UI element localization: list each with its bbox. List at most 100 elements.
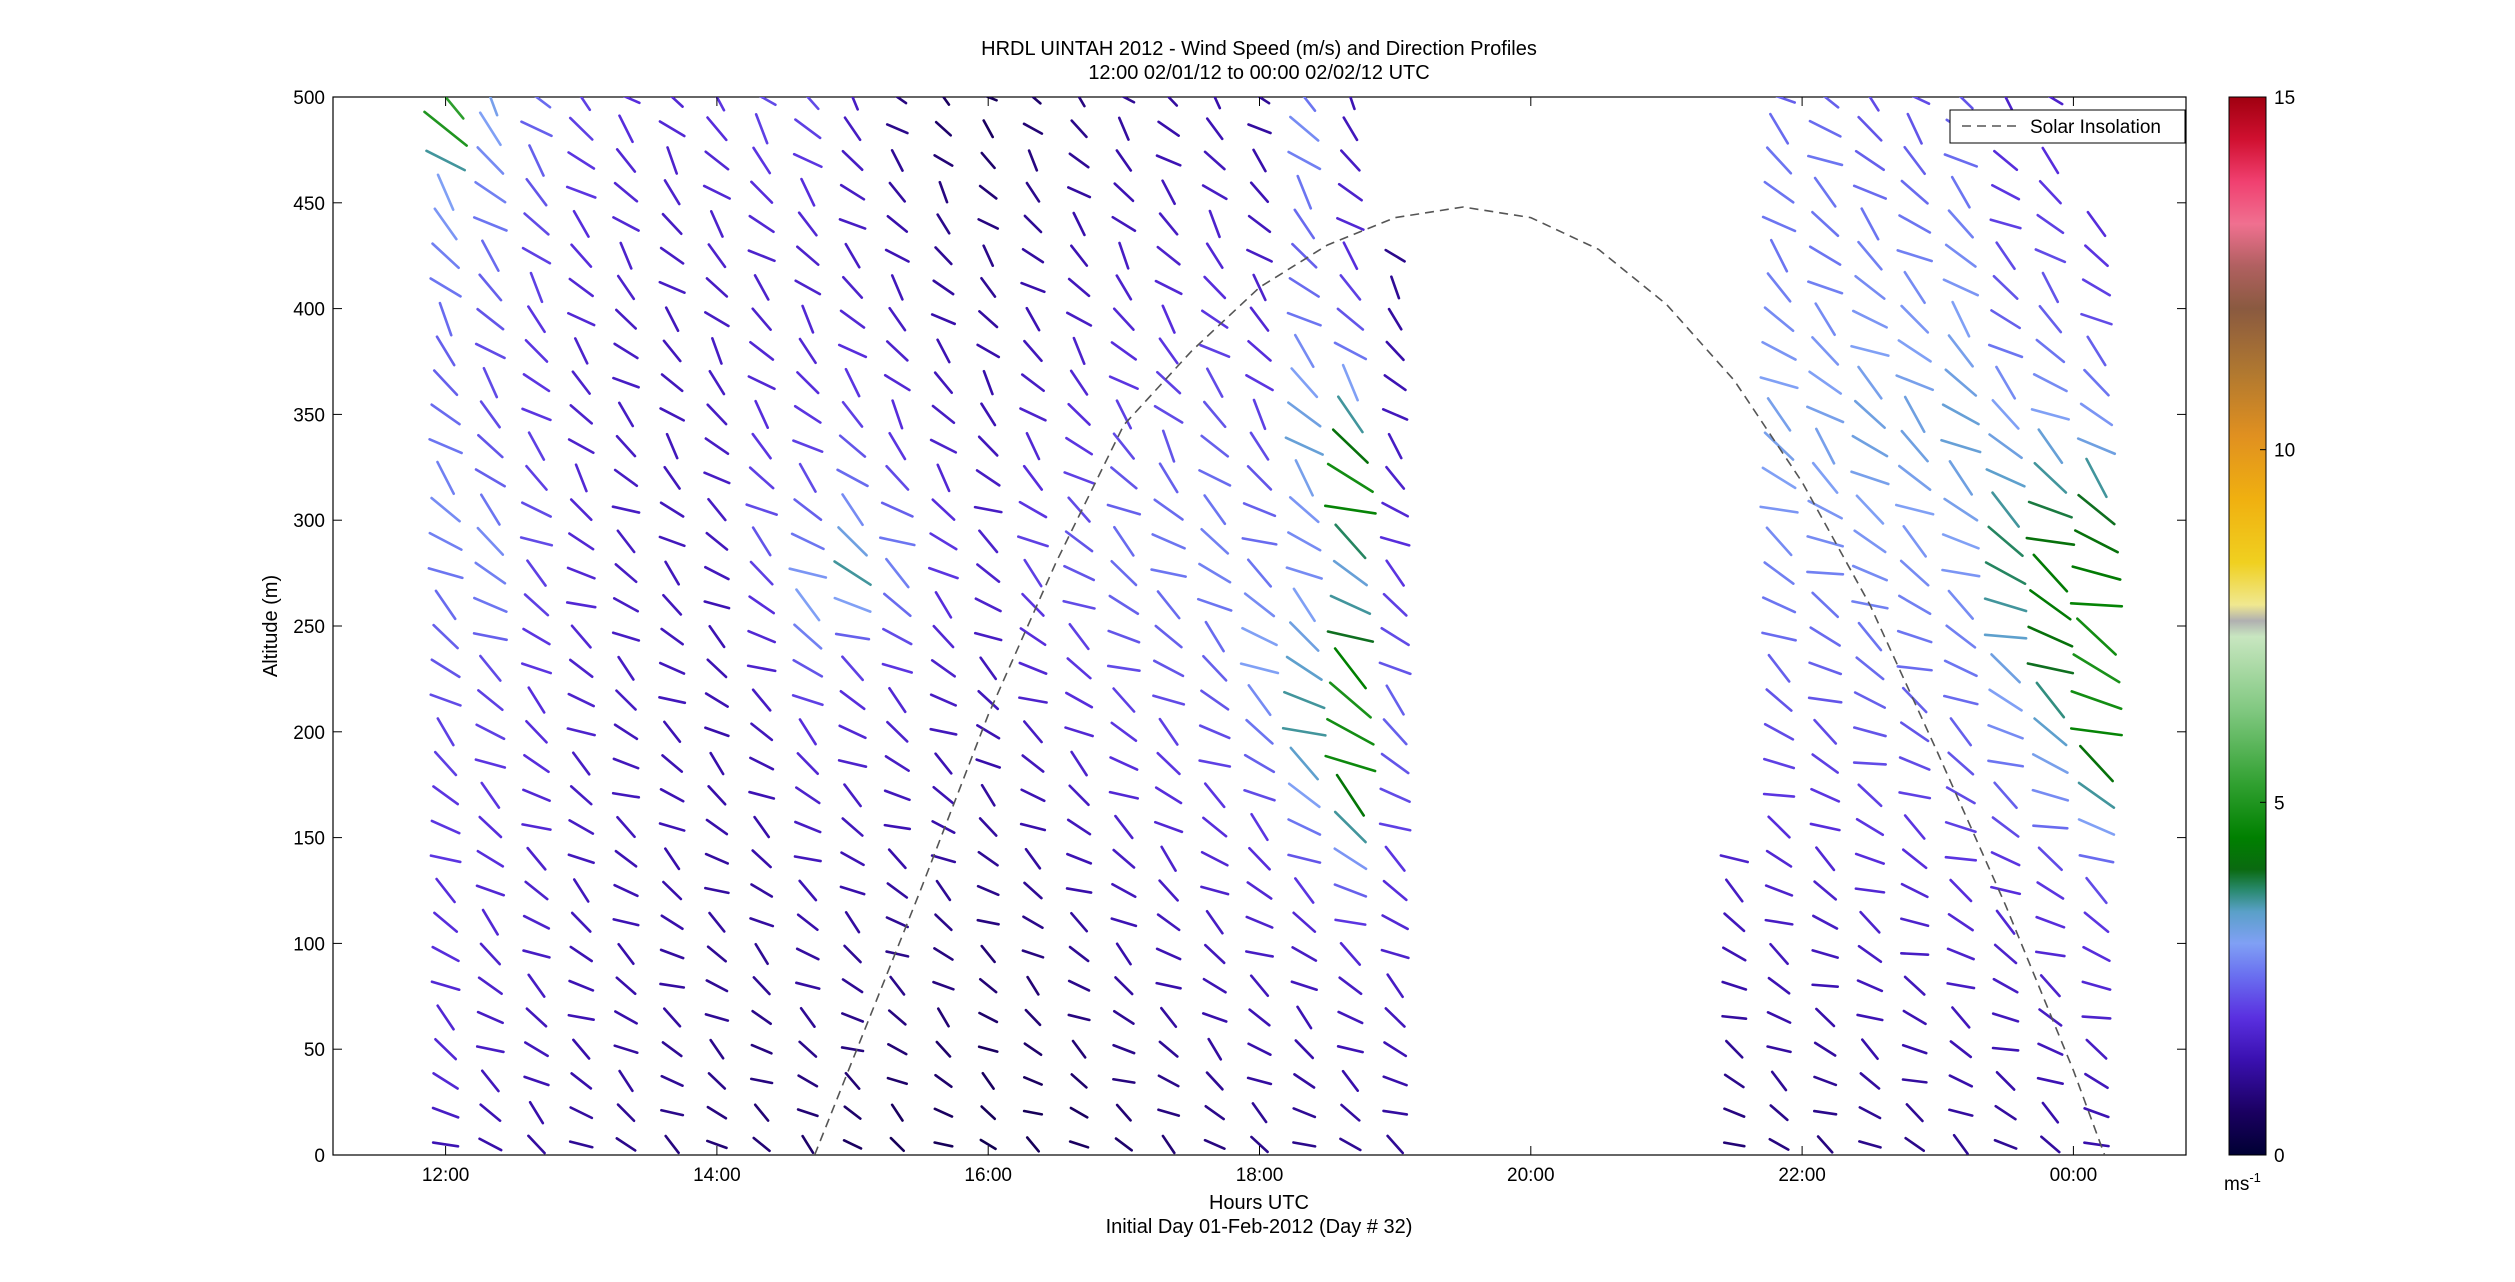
wind-vector: [663, 465, 681, 490]
wind-vector: [1247, 214, 1272, 234]
wind-vector: [479, 400, 501, 429]
wind-vector: [800, 177, 816, 207]
wind-vector: [570, 911, 592, 933]
wind-vector: [1112, 432, 1135, 460]
wind-vector: [573, 337, 589, 365]
wind-vector: [976, 563, 1001, 583]
wind-vector: [1213, 97, 1222, 110]
wind-vector: [1241, 626, 1278, 647]
wind-vector: [1719, 854, 1749, 864]
wind-vector: [1722, 1141, 1746, 1148]
wind-vector: [1856, 979, 1884, 993]
wind-vector: [1281, 726, 1327, 737]
wind-vector: [1952, 1133, 1969, 1155]
wind-vector: [2086, 210, 2107, 238]
wind-vector: [1070, 911, 1089, 933]
wind-vector: [751, 307, 772, 331]
wind-vector: [1341, 1069, 1360, 1092]
wind-vector: [1902, 525, 1927, 558]
wind-vector: [1906, 112, 1923, 145]
wind-vector: [706, 1139, 728, 1150]
wind-vector: [1993, 943, 2018, 965]
wind-vector: [976, 884, 1000, 897]
wind-vector: [1108, 790, 1139, 800]
wind-vector: [572, 1038, 591, 1060]
wind-vector: [2041, 146, 2060, 175]
x-axis-sublabel: Initial Day 01-Feb-2012 (Day # 32): [1106, 1216, 1413, 1238]
wind-vector: [747, 375, 776, 391]
wind-vector: [660, 914, 684, 931]
wind-vector: [1062, 599, 1096, 610]
wind-vector: [977, 218, 1000, 230]
wind-vector: [525, 719, 548, 744]
wind-vector: [1288, 277, 1320, 298]
wind-vector: [430, 496, 461, 523]
wind-vector: [430, 658, 461, 679]
wind-vector: [2027, 500, 2073, 519]
wind-vector: [1200, 850, 1229, 867]
wind-vector: [844, 911, 861, 934]
wind-vector: [1944, 855, 1978, 862]
wind-vector: [519, 536, 554, 547]
wind-vector: [1285, 566, 1323, 580]
wind-vector: [1067, 402, 1091, 426]
wind-vector: [477, 976, 503, 996]
wind-vector: [1113, 182, 1135, 203]
wind-vector: [1768, 1137, 1790, 1151]
wind-vector: [751, 1009, 772, 1026]
wind-vector: [1252, 398, 1267, 431]
wind-vector: [980, 151, 996, 170]
wind-vector: [617, 401, 635, 428]
wind-vector: [1385, 340, 1405, 362]
wind-vector: [527, 973, 546, 998]
wind-vector: [1941, 568, 1981, 578]
wind-vector: [1811, 983, 1840, 988]
plot-area: [332, 96, 2187, 1156]
wind-vector: [1245, 950, 1274, 958]
wind-vector: [1384, 845, 1406, 872]
wind-vector: [1765, 146, 1793, 175]
wind-vector: [886, 720, 909, 743]
wind-vector: [1993, 149, 2019, 172]
wind-vector: [1987, 724, 2024, 740]
wind-vector: [1763, 757, 1796, 770]
wind-vector: [1068, 784, 1090, 807]
wind-vector: [973, 505, 1003, 514]
wind-vector: [1382, 879, 1408, 902]
wind-vector: [934, 591, 953, 619]
wind-vector: [1378, 822, 1412, 832]
wind-vector: [1724, 878, 1744, 903]
wind-vector: [2027, 625, 2074, 648]
wind-vector: [977, 435, 999, 457]
wind-vector: [527, 686, 546, 714]
wind-vector: [890, 149, 904, 172]
wind-vector: [1205, 367, 1224, 398]
wind-vector: [1158, 1040, 1179, 1058]
wind-vector: [2083, 1141, 2110, 1148]
wind-vector: [1987, 343, 2024, 359]
wind-vector: [524, 1041, 549, 1058]
wind-vector: [1948, 460, 1974, 496]
wind-vector: [1903, 145, 1926, 176]
wind-vector: [1806, 405, 1845, 424]
wind-vector: [851, 97, 859, 111]
wind-vector: [1155, 154, 1182, 167]
wind-vector: [833, 560, 872, 587]
wind-vector: [706, 1105, 728, 1120]
wind-vector: [567, 151, 596, 170]
wind-vector: [1203, 275, 1227, 300]
wind-vector: [1203, 494, 1227, 526]
wind-vector: [796, 245, 820, 266]
wind-vector: [1769, 238, 1789, 273]
wind-vector: [1337, 182, 1363, 202]
wind-vector: [704, 692, 729, 708]
wind-vector: [982, 119, 995, 139]
wind-vector: [1859, 910, 1881, 934]
wind-vector: [570, 243, 593, 268]
wind-vector: [433, 207, 458, 241]
wind-vector: [880, 501, 914, 518]
wind-vector: [1204, 620, 1225, 653]
wind-vector: [941, 97, 951, 106]
wind-vector: [888, 306, 907, 332]
wind-vector: [1990, 653, 2021, 684]
